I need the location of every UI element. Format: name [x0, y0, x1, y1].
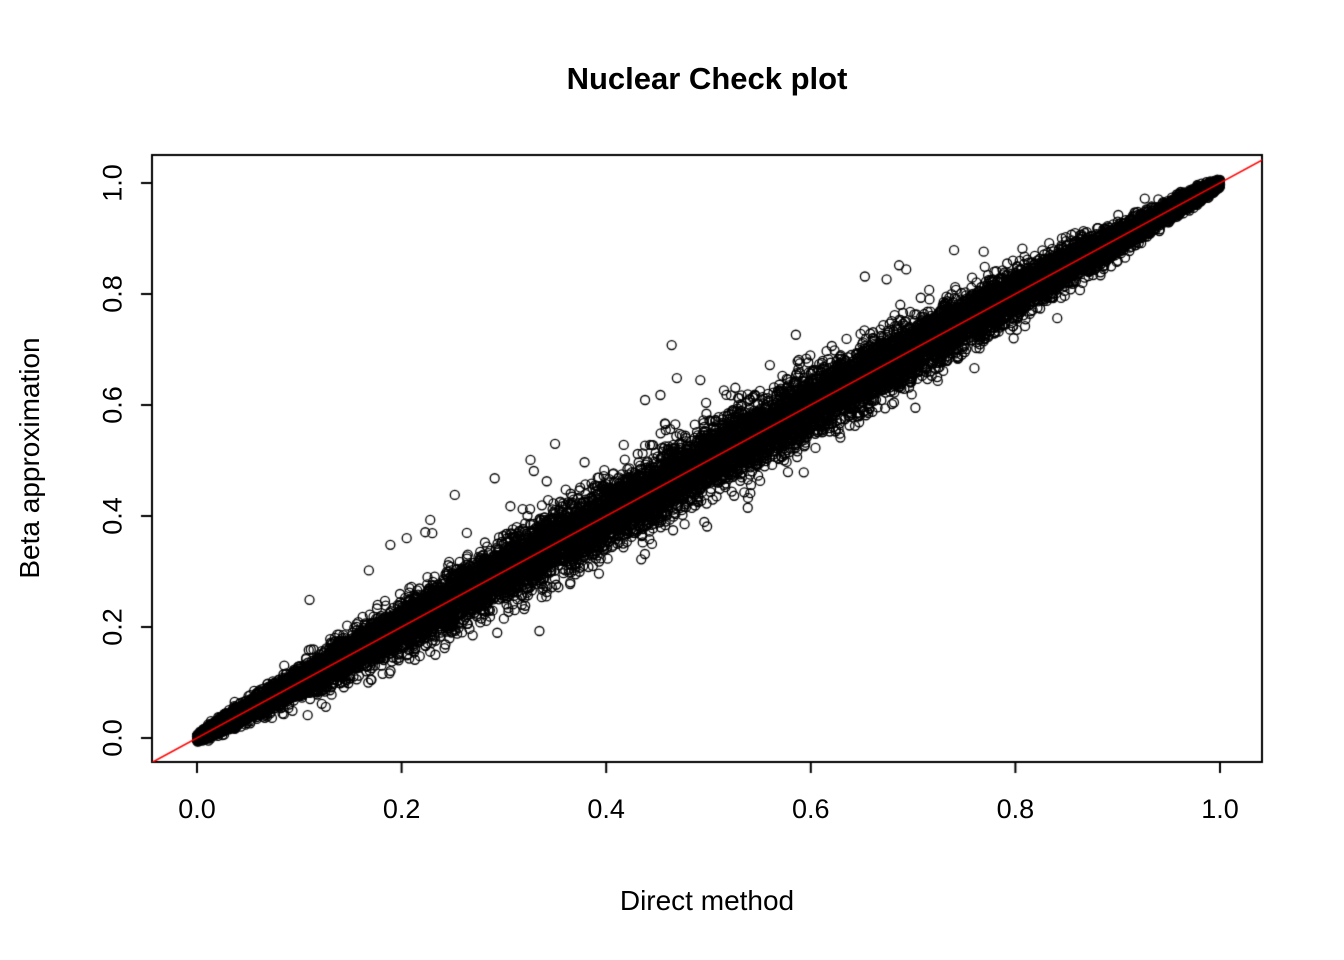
x-axis-label: Direct method	[619, 885, 795, 916]
y-tick-label: 1.0	[97, 164, 128, 202]
x-tick-label: 0.2	[382, 794, 421, 824]
x-tick-label: 0.6	[792, 794, 830, 824]
x-tick-label: 0.0	[178, 794, 216, 824]
y-tick-label: 0.6	[97, 386, 128, 424]
y-tick-label: 0.8	[97, 275, 128, 313]
chart-title: Nuclear Check plot	[566, 61, 848, 96]
y-tick-label: 0.4	[97, 497, 128, 535]
y-tick-label: 0.0	[97, 719, 128, 757]
x-tick-label: 0.8	[996, 794, 1035, 824]
x-tick-label: 1.0	[1201, 794, 1239, 824]
x-tick-label: 0.4	[587, 794, 625, 824]
y-axis-label: Beta approximation	[14, 337, 45, 579]
y-tick-label: 0.2	[97, 608, 128, 646]
